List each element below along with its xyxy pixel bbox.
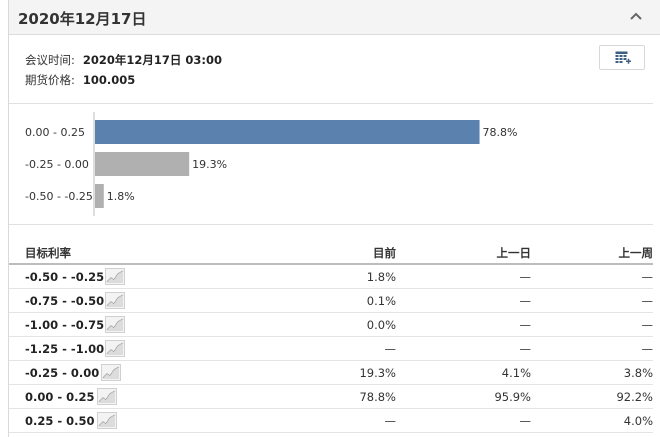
current-probability: 78.8% [359, 390, 396, 404]
prev-day-probability: — [519, 414, 532, 428]
chart-category-label: 0.00 - 0.25 [25, 126, 85, 139]
prev-day-probability: 4.1% [501, 366, 531, 380]
chart-bar[interactable] [95, 120, 480, 144]
chart-bar[interactable] [95, 184, 104, 208]
chart-value-label: 78.8% [483, 126, 518, 139]
panel-header: 2020年12月17日 [9, 0, 660, 35]
target-rate-table: 目标利率 目前 上一日 上一周 -0.50 - -0.25 1.8% — — -0.75… [9, 240, 653, 433]
sparkline-chart-icon[interactable] [105, 268, 125, 285]
futures-price-label: 期货价格: [25, 73, 75, 87]
table-row: -0.75 - -0.50 0.1% — — [9, 289, 653, 313]
chart-category-label: -0.50 - -0.25 [25, 190, 93, 203]
table-header: 目标利率 目前 上一日 上一周 [9, 240, 653, 265]
chart-category-label: -0.25 - 0.00 [25, 158, 89, 171]
prev-week-probability: — [641, 318, 654, 332]
table-row: -0.50 - -0.25 1.8% — — [9, 265, 653, 289]
col-prev-week: 上一周 [618, 246, 654, 260]
col-prev-day: 上一日 [496, 246, 532, 260]
current-probability: 1.8% [366, 270, 396, 284]
meeting-time-value: 2020年12月17日 03:00 [82, 53, 222, 67]
table-body: -0.50 - -0.25 1.8% — — -0.75 - -0.50 0.1% — — -1… [9, 265, 653, 433]
table-export-icon [615, 51, 631, 64]
prev-day-probability: — [519, 342, 532, 356]
table-row: 0.25 - 0.50 — — 4.0% [9, 409, 653, 433]
probability-bar-chart-svg: 0.00 - 0.25 78.8% -0.25 - 0.00 19.3% -0.50 -… [25, 112, 518, 216]
futures-price-value: 100.005 [82, 73, 136, 87]
target-rate-range: 0.25 - 0.50 [25, 414, 95, 428]
current-probability: — [384, 414, 397, 428]
chart-value-label: 1.8% [107, 190, 135, 203]
sparkline-chart-icon[interactable] [97, 412, 117, 429]
target-rate-range: -0.50 - -0.25 [25, 270, 105, 284]
futures-price-row: 期货价格: 100.005 [25, 72, 135, 88]
target-rate-range: -0.25 - 0.00 [25, 366, 100, 380]
divider [9, 103, 653, 104]
meeting-time-label: 会议时间: [25, 53, 75, 67]
table-row: -1.25 - -1.00 — — — [9, 337, 653, 361]
panel-title: 2020年12月17日 [18, 10, 147, 28]
target-rate-range: 0.00 - 0.25 [25, 390, 95, 404]
target-rate-range: -1.25 - -1.00 [25, 342, 105, 356]
sparkline-chart-icon[interactable] [97, 388, 117, 405]
prev-week-probability: 3.8% [623, 366, 653, 380]
col-current: 目前 [373, 246, 396, 260]
probability-panel: 2020年12月17日 会议时间: 2020年12月17日 03:00 期货价格:… [8, 0, 660, 437]
prev-day-probability: — [519, 318, 532, 332]
export-table-button[interactable] [599, 45, 645, 70]
current-probability: 19.3% [359, 366, 396, 380]
current-probability: — [384, 342, 397, 356]
sparkline-chart-icon[interactable] [105, 316, 125, 333]
table-row: -0.25 - 0.00 19.3% 4.1% 3.8% [9, 361, 653, 385]
table-row: -1.00 - -0.75 0.0% — — [9, 313, 653, 337]
chevron-up-icon[interactable] [628, 9, 644, 23]
prev-day-probability: — [519, 294, 532, 308]
sparkline-chart-icon[interactable] [101, 364, 121, 381]
prev-week-probability: 4.0% [623, 414, 653, 428]
current-probability: 0.1% [366, 294, 396, 308]
target-rate-range: -1.00 - -0.75 [25, 318, 105, 332]
chart-value-label: 19.3% [192, 158, 227, 171]
current-probability: 0.0% [366, 318, 396, 332]
sparkline-chart-icon[interactable] [105, 292, 125, 309]
col-target-rate: 目标利率 [25, 246, 71, 260]
prev-day-probability: — [519, 270, 532, 284]
prev-week-probability: — [641, 294, 654, 308]
meeting-info: 会议时间: 2020年12月17日 03:00 期货价格: 100.005 [9, 35, 660, 103]
target-rate-range: -0.75 - -0.50 [25, 294, 105, 308]
prev-week-probability: — [641, 270, 654, 284]
divider [9, 224, 653, 225]
table-row: 0.00 - 0.25 78.8% 95.9% 92.2% [9, 385, 653, 409]
sparkline-chart-icon[interactable] [105, 340, 125, 357]
prev-day-probability: 95.9% [494, 390, 531, 404]
prev-week-probability: — [641, 342, 654, 356]
prev-week-probability: 92.2% [616, 390, 653, 404]
chart-bar[interactable] [95, 152, 190, 176]
meeting-time-row: 会议时间: 2020年12月17日 03:00 [25, 52, 222, 68]
probability-bar-chart: 0.00 - 0.25 78.8% -0.25 - 0.00 19.3% -0.50 -… [9, 104, 653, 224]
